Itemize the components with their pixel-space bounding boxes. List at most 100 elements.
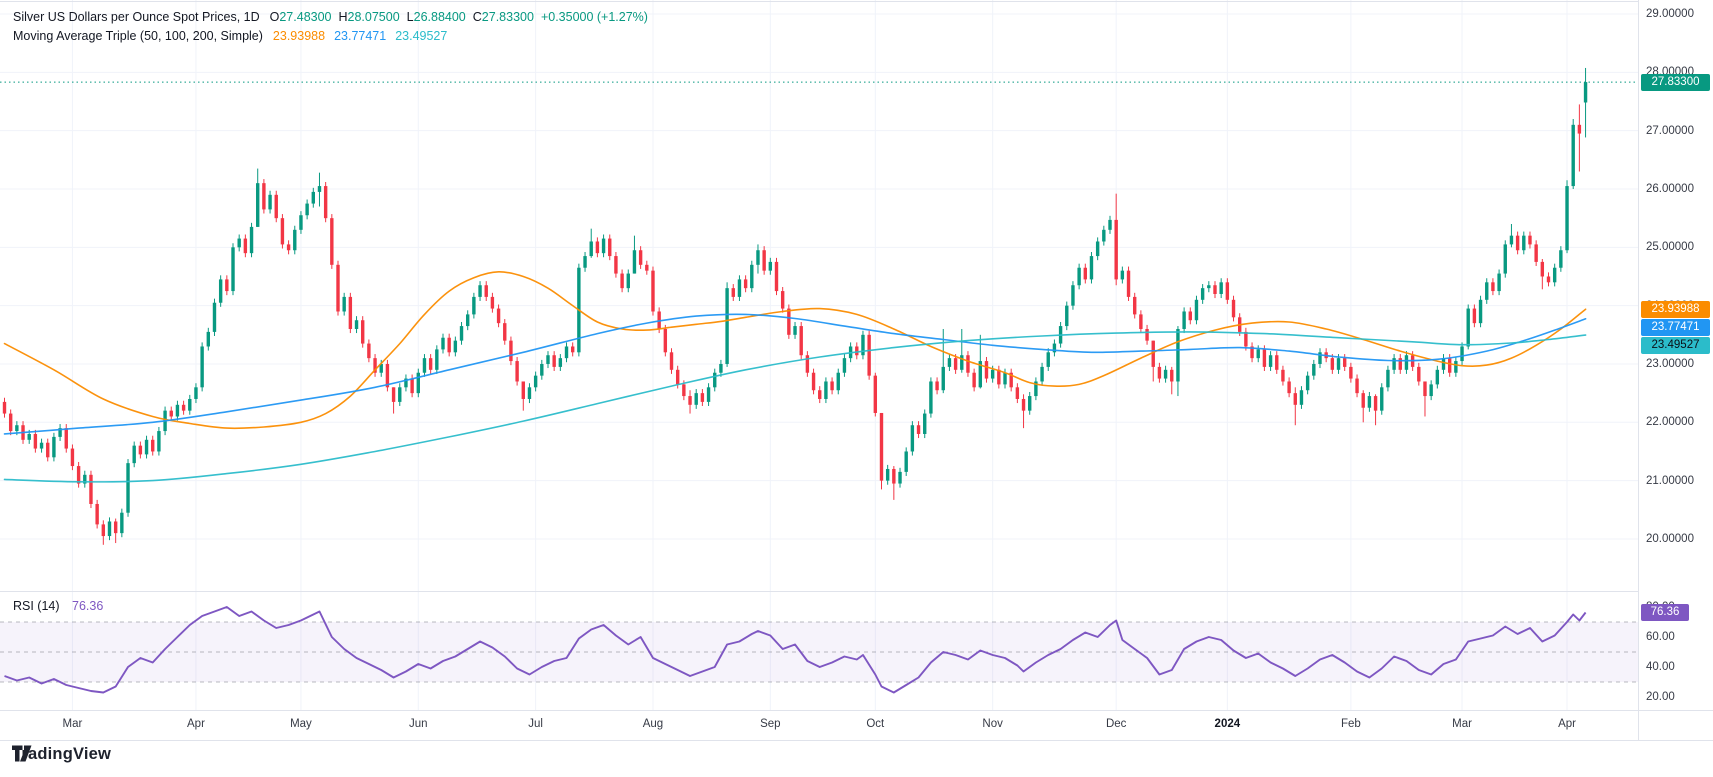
candle-body[interactable] — [157, 431, 161, 452]
candle-body[interactable] — [583, 256, 587, 268]
candle-body[interactable] — [447, 337, 451, 353]
candle-body[interactable] — [570, 346, 575, 353]
candle-body[interactable] — [546, 355, 550, 364]
candle-body[interactable] — [675, 369, 680, 385]
candle-body[interactable] — [1540, 261, 1545, 277]
candle-body[interactable] — [472, 296, 476, 315]
candle-body[interactable] — [1151, 340, 1155, 367]
candle-body[interactable] — [1367, 396, 1372, 408]
candle-body[interactable] — [1534, 244, 1538, 262]
candle-body[interactable] — [52, 436, 56, 458]
candle-body[interactable] — [1522, 235, 1526, 251]
candle-body[interactable] — [1404, 355, 1409, 370]
candle-body[interactable] — [101, 524, 106, 537]
candle-body[interactable] — [805, 355, 810, 373]
candle-body[interactable] — [1052, 343, 1057, 353]
candle-body[interactable] — [237, 238, 241, 248]
candle-body[interactable] — [1485, 282, 1489, 300]
candle-body[interactable] — [367, 343, 371, 359]
candle-body[interactable] — [385, 363, 390, 388]
candle-body[interactable] — [503, 323, 507, 341]
candle-body[interactable] — [793, 326, 797, 335]
candle-body[interactable] — [892, 468, 896, 484]
ma-50-line[interactable] — [3, 270, 1587, 430]
candle-body[interactable] — [608, 238, 612, 257]
candle-body[interactable] — [1114, 219, 1118, 280]
candle-body[interactable] — [1089, 256, 1094, 280]
candle-body[interactable] — [243, 238, 248, 254]
candle-body[interactable] — [762, 250, 766, 271]
candle-body[interactable] — [404, 378, 408, 388]
candle-body[interactable] — [1509, 235, 1514, 245]
candle-body[interactable] — [885, 468, 890, 481]
candle-body[interactable] — [873, 375, 878, 413]
candle-body[interactable] — [132, 445, 136, 464]
time-axis[interactable]: Mar Apr May Jun Jul Aug Sep Oct Nov Dec 2024 Feb Mar… — [0, 711, 1638, 740]
candle-body[interactable] — [1040, 366, 1044, 382]
candle-body[interactable] — [1435, 369, 1440, 385]
candle-body[interactable] — [713, 372, 717, 388]
candle-body[interactable] — [935, 381, 939, 391]
candle-body[interactable] — [861, 334, 865, 356]
candle-body[interactable] — [1423, 381, 1427, 397]
candle-body[interactable] — [1046, 352, 1050, 367]
candle-body[interactable] — [256, 183, 260, 227]
candle-body[interactable] — [200, 346, 204, 388]
candle-body[interactable] — [966, 355, 970, 373]
candle-body[interactable] — [1373, 396, 1378, 411]
candle-body[interactable] — [398, 387, 402, 402]
candle-body[interactable] — [700, 393, 705, 402]
candle-body[interactable] — [780, 291, 785, 309]
candle-body[interactable] — [1200, 288, 1205, 300]
candle-body[interactable] — [89, 474, 93, 504]
candle-body[interactable] — [410, 378, 414, 394]
candle-body[interactable] — [941, 366, 945, 391]
candle-body[interactable] — [188, 398, 192, 411]
candle-body[interactable] — [169, 410, 173, 417]
candle-body[interactable] — [144, 439, 149, 455]
candle-body[interactable] — [984, 361, 989, 379]
candle-body[interactable] — [947, 358, 952, 367]
candle-body[interactable] — [268, 194, 272, 210]
candle-body[interactable] — [589, 241, 593, 257]
candle-body[interactable] — [1330, 358, 1335, 370]
candle-body[interactable] — [1170, 369, 1174, 382]
candle-body[interactable] — [509, 340, 513, 362]
candle-body[interactable] — [1361, 393, 1365, 408]
candle-body[interactable] — [842, 358, 847, 373]
candle-body[interactable] — [1454, 361, 1458, 373]
candle-body[interactable] — [972, 372, 976, 388]
candle-body[interactable] — [1571, 124, 1575, 187]
candle-body[interactable] — [898, 471, 902, 484]
candle-body[interactable] — [58, 428, 62, 437]
candle-body[interactable] — [743, 279, 748, 289]
candle-body[interactable] — [323, 186, 328, 219]
candle-body[interactable] — [1268, 355, 1273, 367]
candle-body[interactable] — [218, 279, 223, 303]
candle-body[interactable] — [910, 425, 915, 452]
candle-body[interactable] — [990, 369, 995, 379]
candle-body[interactable] — [768, 261, 773, 271]
candle-body[interactable] — [8, 413, 13, 432]
tradingview-attribution[interactable]: TradingView — [12, 745, 111, 764]
candle-body[interactable] — [225, 279, 229, 292]
candle-body[interactable] — [391, 387, 396, 402]
candle-body[interactable] — [286, 244, 291, 251]
candle-body[interactable] — [1460, 346, 1464, 362]
candle-body[interactable] — [305, 203, 309, 216]
candle-body[interactable] — [262, 183, 266, 210]
candle-body[interactable] — [1182, 311, 1186, 329]
candle-body[interactable] — [1256, 349, 1260, 359]
candle-body[interactable] — [113, 521, 118, 534]
candle-body[interactable] — [274, 194, 278, 219]
candle-body[interactable] — [1188, 311, 1192, 321]
candle-body[interactable] — [1559, 250, 1563, 268]
candle-body[interactable] — [1250, 346, 1254, 359]
candle-body[interactable] — [1126, 270, 1131, 297]
candle-body[interactable] — [416, 372, 420, 394]
candle-body[interactable] — [737, 279, 742, 297]
candle-body[interactable] — [1034, 381, 1038, 397]
candle-body[interactable] — [879, 412, 884, 481]
candle-body[interactable] — [1083, 267, 1087, 280]
